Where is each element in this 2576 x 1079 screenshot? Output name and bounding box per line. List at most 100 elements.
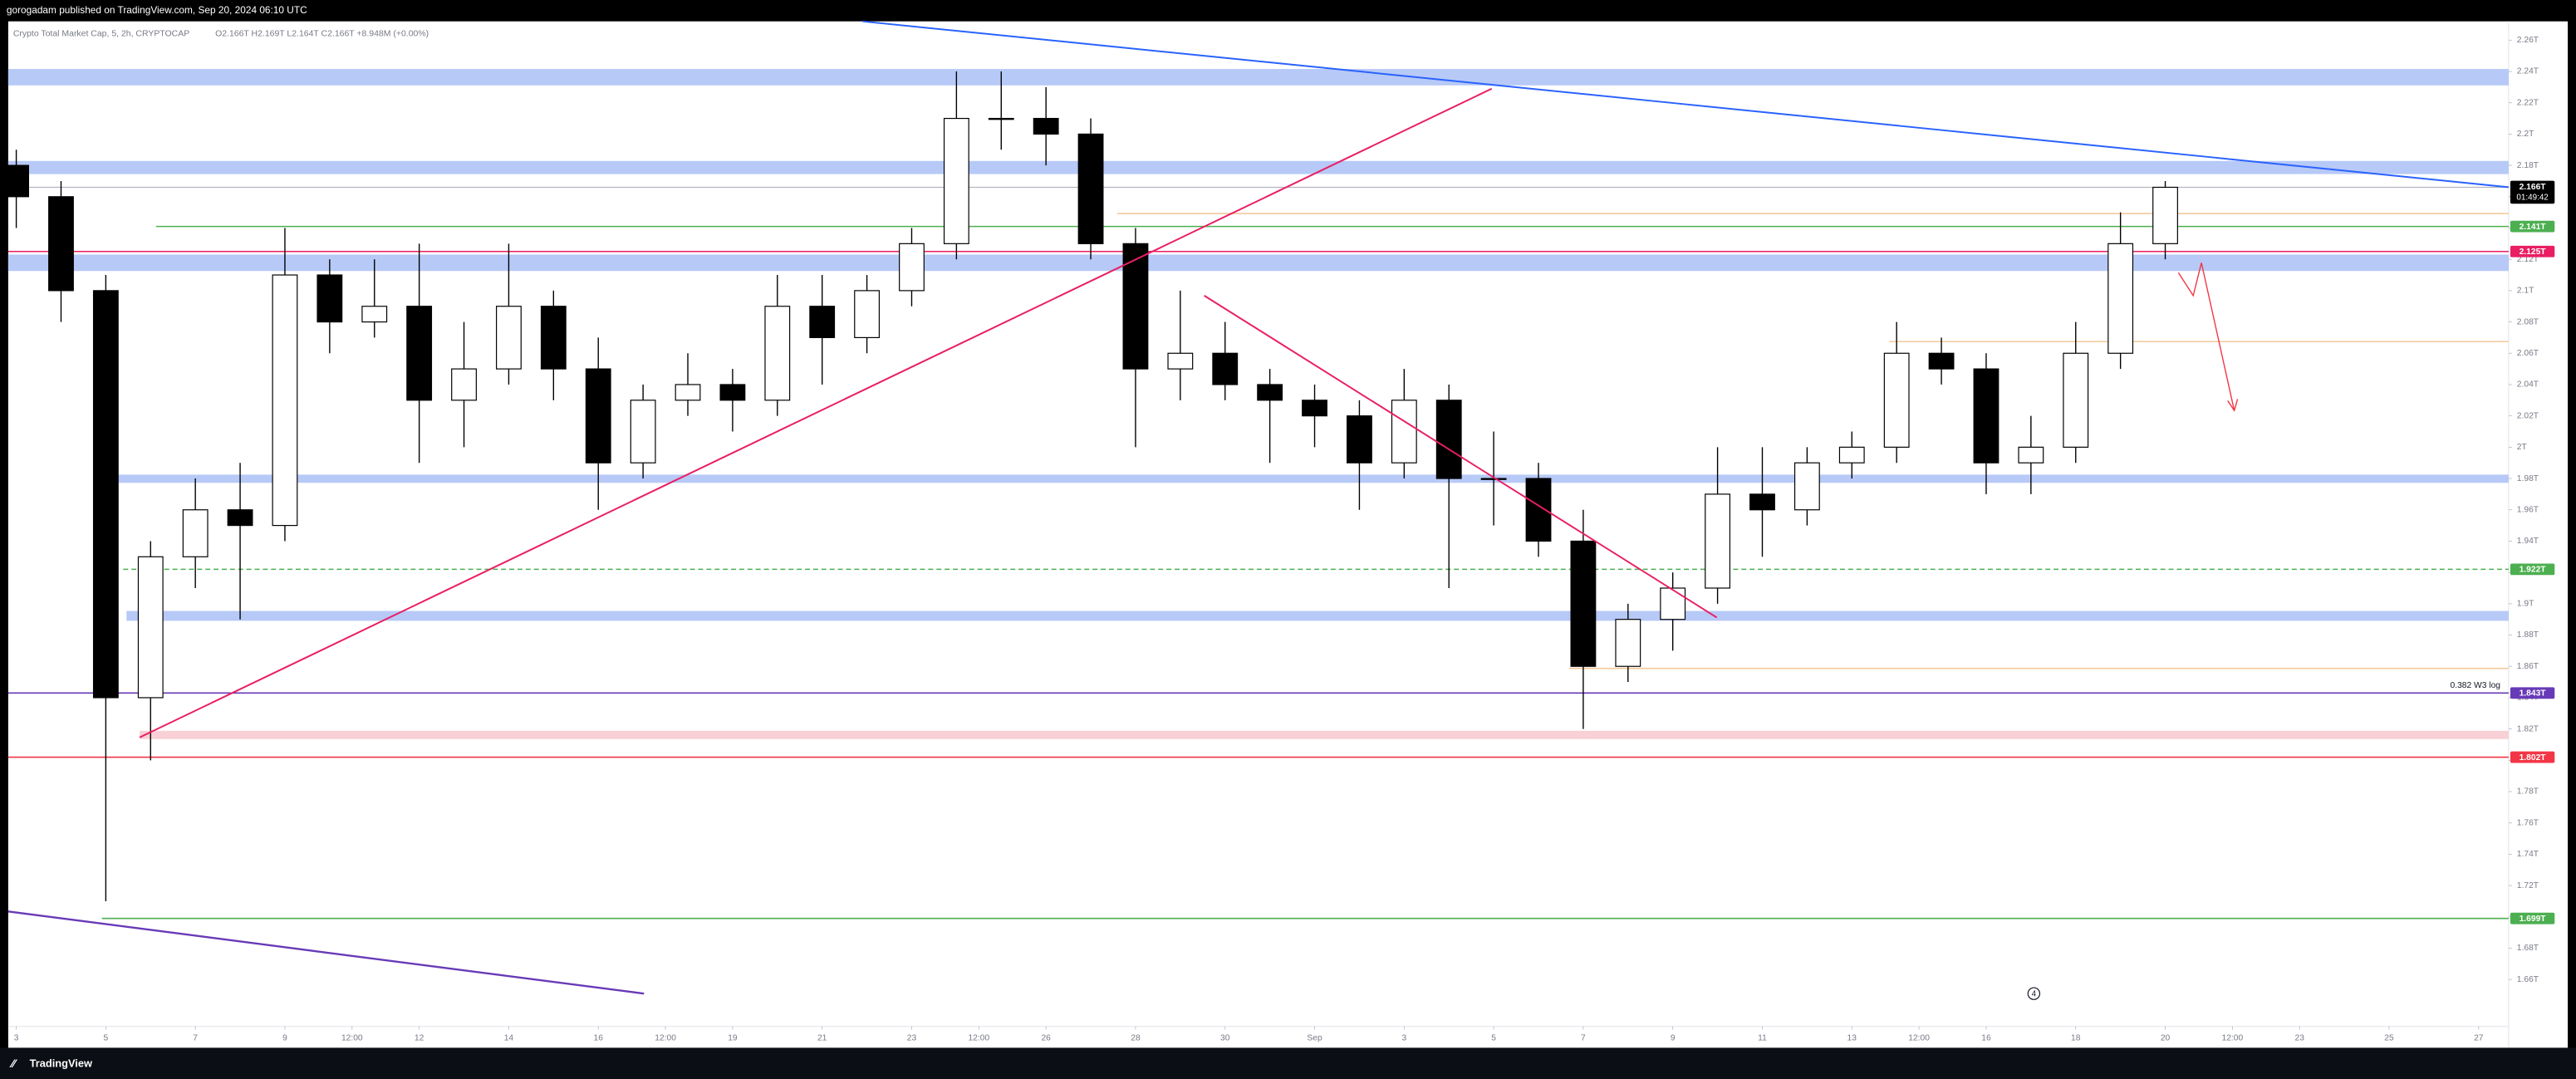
zone [7, 160, 2509, 174]
candle-body [1793, 462, 1820, 511]
x-tick-label: 16 [1981, 1033, 1991, 1042]
x-tick-label: 16 [594, 1033, 604, 1042]
candle-body [764, 306, 791, 401]
candle-body [48, 196, 74, 292]
candle-body [316, 274, 343, 323]
candle-body [182, 509, 209, 557]
candle-body [988, 117, 1014, 120]
chart-area [7, 21, 2569, 1048]
footer-brand: TradingView [30, 1057, 93, 1070]
candle-body [1167, 352, 1194, 370]
y-tick-label: 2.02T [2517, 411, 2539, 420]
candle-body [496, 306, 522, 370]
price-tag-label: 1.802T [2520, 753, 2547, 763]
y-tick-label: 1.9T [2517, 600, 2534, 609]
countdown: 01:49:42 [2516, 194, 2548, 203]
y-tick-label: 2.1T [2517, 287, 2534, 296]
candle-body [1749, 493, 1775, 511]
candle-body [1257, 384, 1283, 401]
trend-line [862, 20, 2510, 189]
candle-body [1660, 587, 1686, 620]
y-tick-label: 1.96T [2517, 505, 2539, 514]
x-tick-label: 25 [2384, 1033, 2394, 1042]
candle-body [899, 243, 925, 292]
x-tick-label: 26 [1041, 1033, 1051, 1042]
last-price-label: 2.166T [2520, 183, 2547, 192]
price-tag [2510, 687, 2555, 699]
candle-body [272, 274, 298, 527]
zone [7, 254, 2509, 272]
y-tick-label: 2.26T [2517, 36, 2539, 45]
candle-body [1347, 415, 1372, 463]
y-tick-label: 1.98T [2517, 474, 2539, 483]
trend-line [7, 910, 645, 995]
candle-body [361, 306, 388, 323]
candle-body [809, 306, 836, 339]
y-tick-label: 1.82T [2517, 724, 2539, 733]
candle-body [1122, 243, 1149, 370]
price-tags: 2.141T 2.125T 1.922T 1.843T 1.802T 1.699T 2.16… [2510, 180, 2555, 925]
levels: 0.382 W3 log [7, 186, 2509, 920]
arrow-head [2227, 399, 2239, 412]
candle-body [719, 384, 746, 401]
candle-body [943, 117, 969, 244]
candle-body [630, 400, 656, 463]
x-tick-label: 12:00 [655, 1033, 676, 1042]
price-tag-label: 2.125T [2520, 248, 2547, 257]
marker-circle [2027, 987, 2041, 1000]
candle-body [2107, 243, 2134, 354]
candle-body [1212, 352, 1239, 385]
x-tick-label: Sep [1307, 1033, 1322, 1042]
candle-body [137, 556, 164, 699]
y-tick-label: 2.08T [2517, 317, 2539, 326]
projection-arrow [2177, 262, 2235, 411]
x-tick-label: 20 [2161, 1033, 2171, 1042]
last-price-tag [2510, 180, 2555, 204]
x-tick-label: 7 [1581, 1033, 1586, 1042]
candle-body [540, 306, 567, 370]
candle-body [854, 290, 881, 339]
y-tick-label: 1.66T [2517, 975, 2539, 984]
candle-body [1928, 352, 1955, 370]
price-tag-label: 1.922T [2520, 566, 2547, 575]
trend-line [1204, 295, 1718, 619]
candle-body [2152, 186, 2178, 244]
marker-label: 4 [2032, 989, 2037, 998]
candle-body [451, 368, 477, 401]
x-tick-label: 12:00 [341, 1033, 363, 1042]
y-tick-label: 2.04T [2517, 380, 2539, 390]
y-tick-label: 1.78T [2517, 787, 2539, 797]
legend-symbol: Crypto Total Market Cap, 5, 2h, CRYPTOCA… [13, 29, 189, 38]
candle-body [1391, 400, 1417, 463]
x-tick-label: 13 [1847, 1033, 1857, 1042]
y-tick-label: 1.74T [2517, 850, 2539, 859]
price-tag [2510, 245, 2555, 257]
x-tick-label: 21 [817, 1033, 827, 1042]
candle-body [1838, 446, 1865, 463]
y-tick-label: 1.76T [2517, 818, 2539, 827]
zone [106, 474, 2509, 483]
price-tag [2510, 751, 2555, 763]
zone [140, 730, 2509, 739]
level-note: 0.382 W3 log [2451, 681, 2501, 690]
x-tick-label: 23 [2295, 1033, 2305, 1042]
candle-body [1033, 117, 1059, 135]
legend-ohlc: O2.166T H2.169T L2.164T C2.166T +8.948M … [215, 29, 429, 38]
x-tick-label: 5 [104, 1033, 109, 1042]
price-tag-label: 2.141T [2520, 223, 2547, 232]
candle-body [1570, 540, 1597, 667]
y-tick-label: 2.22T [2517, 98, 2539, 107]
x-tick-label: 3 [14, 1033, 19, 1042]
x-tick-label: 23 [907, 1033, 917, 1042]
candle-body [1302, 400, 1327, 417]
candle-body [1435, 400, 1462, 479]
candle-body [1615, 619, 1641, 667]
y-tick-label: 1.86T [2517, 662, 2539, 671]
x-tick-label: 14 [504, 1033, 514, 1042]
candle-body [406, 306, 433, 401]
candle-body [1480, 478, 1507, 480]
candle-body [1883, 352, 1910, 448]
x-tick-label: 9 [1671, 1033, 1676, 1042]
trend-line [139, 87, 1493, 738]
y-tick-label: 2.18T [2517, 161, 2539, 170]
